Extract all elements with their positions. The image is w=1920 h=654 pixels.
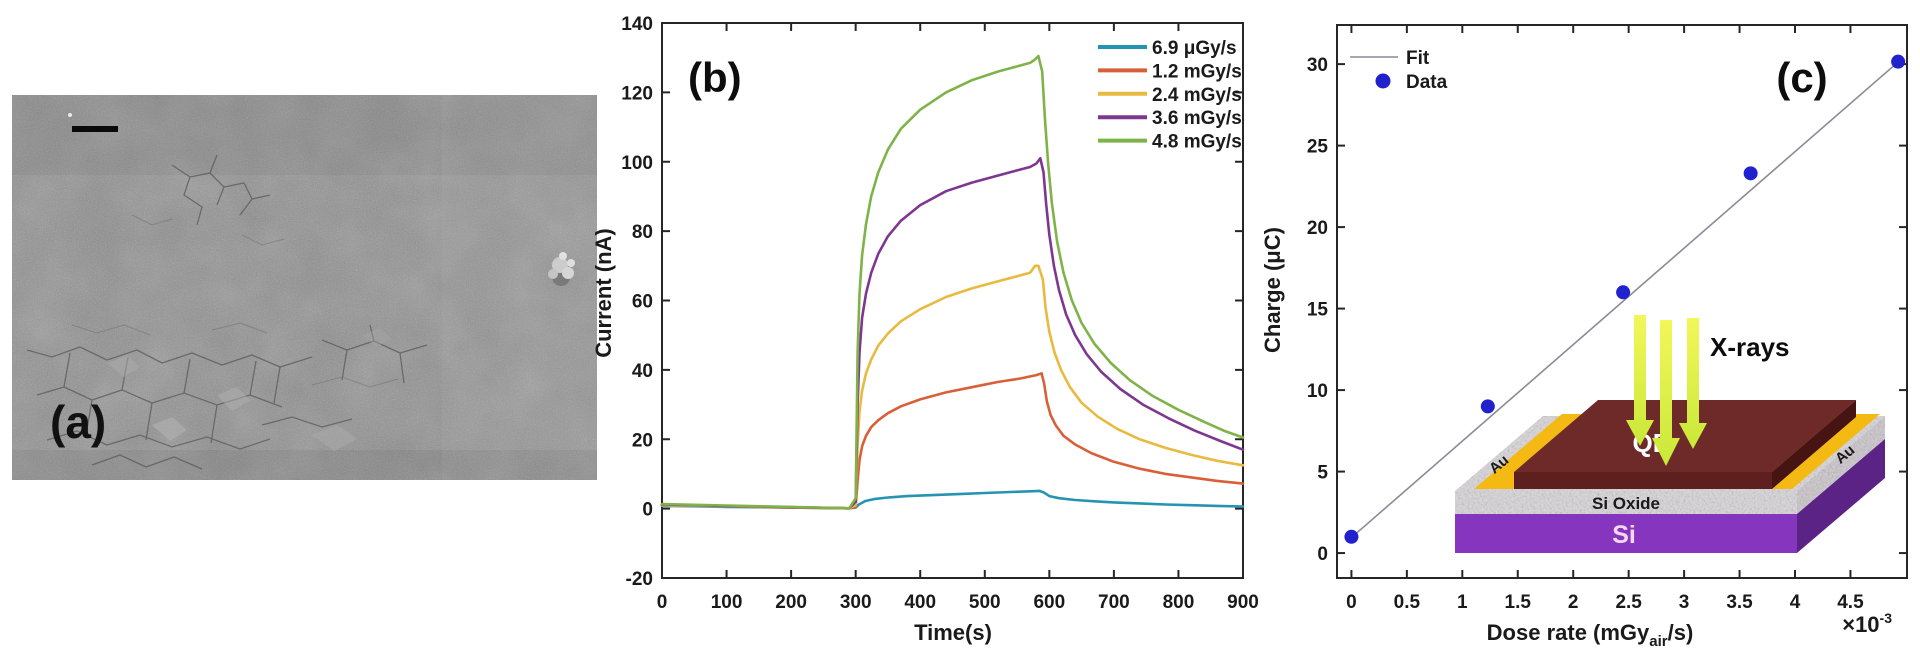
si-side-face <box>1797 439 1885 553</box>
series-line-4 <box>660 54 1245 510</box>
y-tick-label: 20 <box>632 430 653 451</box>
data-point-1 <box>1480 399 1495 414</box>
series-line-1 <box>660 371 1245 510</box>
qd-front-face <box>1514 472 1772 489</box>
legend-label-2: 2.4 mGy/s <box>1152 85 1242 106</box>
plot-frame <box>1336 24 1908 579</box>
y-tick-label: 15 <box>1307 300 1329 321</box>
x-tick-label: 3.5 <box>1726 592 1753 613</box>
y-tick-label: 30 <box>1307 55 1328 76</box>
x-tick-label: 200 <box>775 592 807 613</box>
si-front-face <box>1455 514 1797 553</box>
x-tick-label: 0.5 <box>1394 592 1421 613</box>
panel-b-chart: 0 100 200 300 400 500 600 700 800 900-20020406080… <box>591 14 1259 645</box>
x-tick-label: 500 <box>969 592 1001 613</box>
data-point-2 <box>1616 285 1631 300</box>
x-tick-label: 100 <box>711 592 743 613</box>
legend-data-label: Data <box>1406 72 1448 93</box>
y-tick-label: 20 <box>1307 218 1328 239</box>
x-tick-label: 3 <box>1679 592 1690 613</box>
sem-cracks-fine <box>71 214 399 388</box>
x-tick-label: 700 <box>1098 592 1130 613</box>
sem-right-highlight <box>442 95 597 480</box>
x-tick-label: 1 <box>1457 592 1468 613</box>
plot-b-dynamic: 0 100 200 300 400 500 600 700 800 900-20020406080… <box>621 14 1259 613</box>
legend-label-4: 4.8 mGy/s <box>1152 132 1242 153</box>
x-tick-label: 1.5 <box>1505 592 1532 613</box>
panel-a-label: (a) <box>50 396 107 448</box>
series-line-2 <box>660 264 1245 510</box>
qd-side-face <box>1772 400 1856 489</box>
qd-top-face <box>1514 400 1856 472</box>
si-oxide-label: Si Oxide <box>1592 494 1660 513</box>
sem-top-shade <box>12 95 597 175</box>
y-tick-label: 40 <box>632 361 653 382</box>
chart-b-ylabel: Current (nA) <box>591 228 616 358</box>
sem-texture <box>12 95 597 480</box>
sem-bottom-shade <box>12 450 597 480</box>
legend-fit-label: Fit <box>1406 48 1430 69</box>
legend-label-0: 6.9 μGy/s <box>1152 38 1237 59</box>
xray-arrows <box>1626 315 1707 466</box>
legend-data-swatch <box>1375 73 1391 89</box>
plot-frame <box>661 22 1244 579</box>
x-tick-label: 900 <box>1227 592 1259 613</box>
data-point-0 <box>1344 529 1359 544</box>
legend-label-1: 1.2 mGy/s <box>1152 61 1242 82</box>
xray-arrow-left <box>1626 315 1654 446</box>
x-tick-label: 600 <box>1033 592 1065 613</box>
chart-c-x-multiplier: ×10-3 <box>1842 610 1892 637</box>
panel-a-sem-image: (a) <box>12 95 597 480</box>
x-tick-label: 0 <box>657 592 668 613</box>
y-tick-label: 100 <box>621 153 653 174</box>
x-tick-label: 2 <box>1568 592 1579 613</box>
xrays-label: X-rays <box>1710 332 1790 362</box>
data-point-4 <box>1891 54 1906 69</box>
scale-bar <box>72 126 118 132</box>
xray-arrow-middle <box>1652 320 1680 466</box>
y-tick-label: 140 <box>621 14 653 35</box>
y-tick-label: 80 <box>632 222 653 243</box>
x-tick-label: 800 <box>1163 592 1195 613</box>
sem-flakes <box>107 328 392 451</box>
y-tick-label: 25 <box>1307 137 1329 158</box>
plot-c-dynamic: 0 0.5 1 1.5 2 2.5 3 3.5 4 4.5 0 5 10 15 20 25 30 Fit Data <box>1307 24 1908 613</box>
panel-b-label: (b) <box>688 54 742 101</box>
x-tick-label: 400 <box>904 592 936 613</box>
y-tick-label: -20 <box>626 569 653 590</box>
y-tick-label: 0 <box>1317 544 1328 565</box>
si-label: Si <box>1612 521 1636 549</box>
legend-label-3: 3.6 mGy/s <box>1152 108 1242 129</box>
sem-particle <box>68 113 575 286</box>
chart-b-xlabel: Time(s) <box>914 620 992 645</box>
y-tick-label: 5 <box>1317 463 1328 484</box>
x-tick-label: 2.5 <box>1615 592 1642 613</box>
x-tick-label: 0 <box>1346 592 1357 613</box>
y-tick-label: 10 <box>1307 381 1328 402</box>
y-tick-label: 0 <box>642 500 653 521</box>
x-tick-label: 300 <box>840 592 872 613</box>
data-point-3 <box>1743 166 1758 181</box>
y-tick-label: 60 <box>632 292 653 313</box>
y-tick-label: 120 <box>621 83 653 104</box>
si-oxide-side-speckle <box>1797 416 1885 514</box>
series-line-3 <box>660 157 1245 510</box>
fit-line <box>1350 59 1901 539</box>
chart-c-ylabel: Charge (μC) <box>1260 227 1285 353</box>
x-tick-label: 4.5 <box>1837 592 1864 613</box>
xray-arrow-right <box>1679 318 1707 449</box>
chart-c-xlabel: Dose rate (mGyair/s) <box>1487 620 1694 650</box>
sem-grain <box>12 95 597 480</box>
panel-c-label: (c) <box>1776 54 1827 101</box>
si-oxide-front-speckle <box>1455 491 1797 514</box>
x-tick-label: 4 <box>1790 592 1801 613</box>
